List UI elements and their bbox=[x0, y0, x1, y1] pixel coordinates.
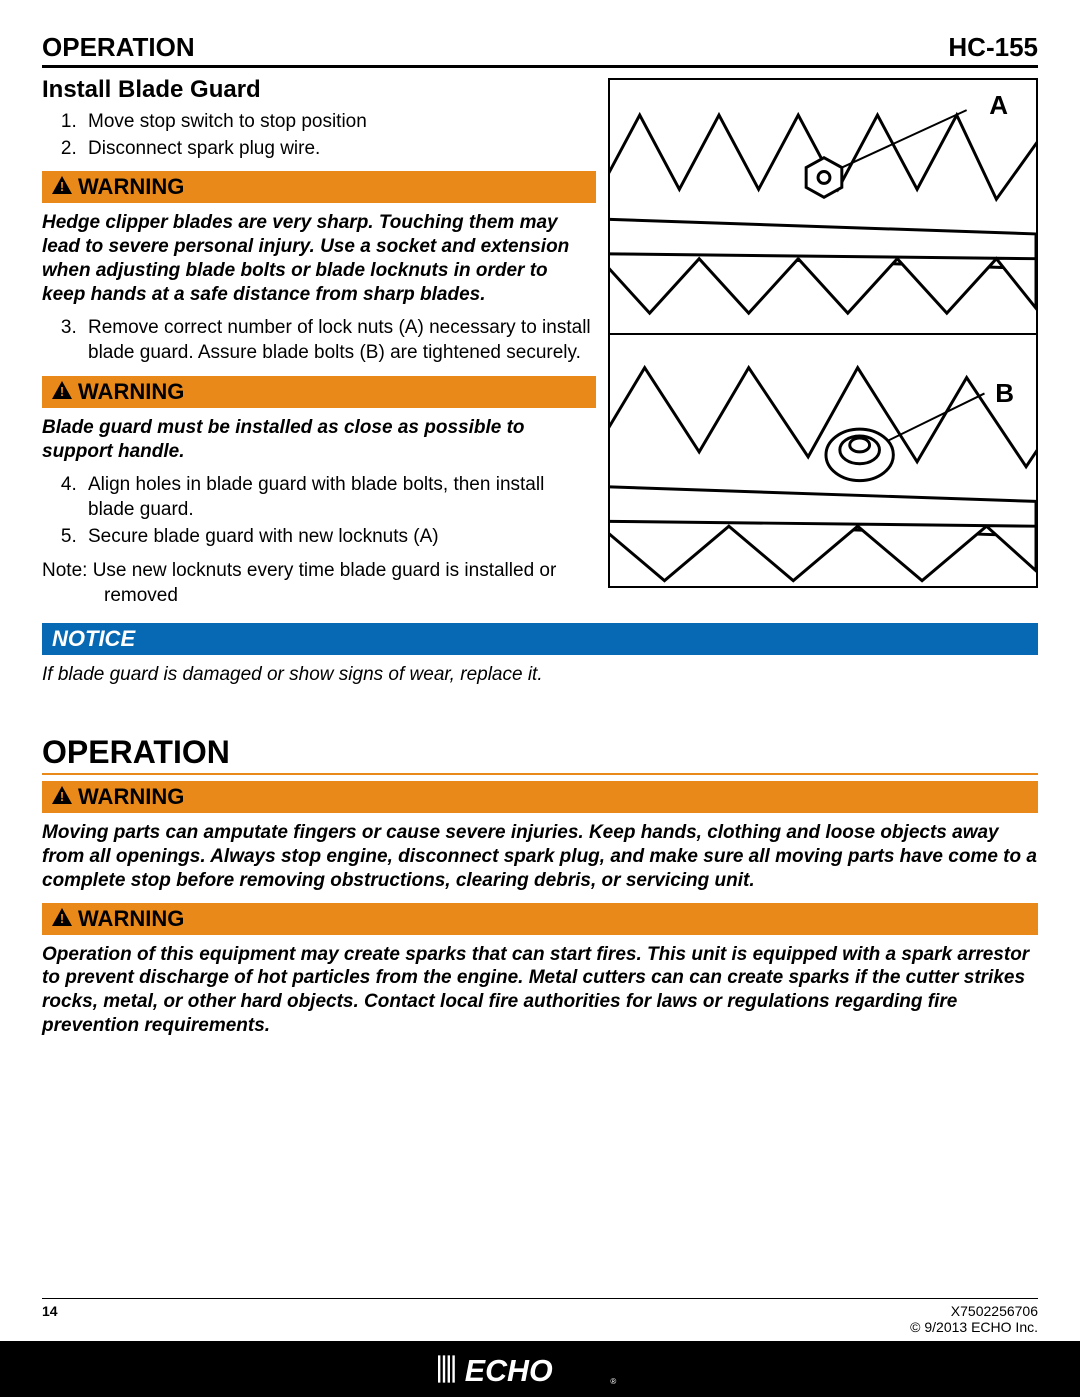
svg-text:!: ! bbox=[60, 789, 64, 804]
step-item: Move stop switch to stop position bbox=[82, 110, 596, 135]
warning-text: Moving parts can amputate fingers or cau… bbox=[42, 821, 1038, 892]
svg-text:®: ® bbox=[610, 1377, 616, 1386]
callout-a: A bbox=[989, 90, 1008, 121]
steps-list-2: Remove correct number of lock nuts (A) n… bbox=[42, 316, 596, 365]
warning-text: Operation of this equipment may create s… bbox=[42, 943, 1038, 1038]
note-line1: Note: Use new locknuts every time blade … bbox=[42, 560, 556, 581]
steps-list-1: Move stop switch to stop position Discon… bbox=[42, 110, 596, 161]
doc-number: X7502256706 bbox=[910, 1303, 1038, 1319]
svg-text:!: ! bbox=[60, 179, 64, 194]
warning-banner: ! WARNING bbox=[42, 171, 596, 203]
warning-triangle-icon: ! bbox=[52, 784, 72, 810]
warning-banner: ! WARNING bbox=[42, 903, 1038, 935]
step-item: Secure blade guard with new locknuts (A) bbox=[82, 525, 596, 550]
callout-b: B bbox=[995, 378, 1014, 409]
warning-label: WARNING bbox=[78, 174, 184, 200]
step-item: Disconnect spark plug wire. bbox=[82, 137, 596, 162]
notice-label: NOTICE bbox=[52, 626, 135, 651]
section-heading-operation: OPERATION bbox=[42, 734, 1038, 773]
warning-label: WARNING bbox=[78, 379, 184, 405]
steps-list-3: Align holes in blade guard with blade bo… bbox=[42, 473, 596, 549]
section-rule bbox=[42, 773, 1038, 775]
note-text: Note: Use new locknuts every time blade … bbox=[42, 559, 596, 608]
page-header: OPERATION HC-155 bbox=[42, 32, 1038, 68]
warning-triangle-icon: ! bbox=[52, 174, 72, 200]
page-number: 14 bbox=[42, 1303, 58, 1319]
warning-label: WARNING bbox=[78, 784, 184, 810]
page-footer: 14 X7502256706 © 9/2013 ECHO Inc. ECHO ® bbox=[0, 1298, 1080, 1397]
warning-text: Blade guard must be installed as close a… bbox=[42, 416, 596, 464]
subheading-install: Install Blade Guard bbox=[42, 76, 596, 104]
notice-text: If blade guard is damaged or show signs … bbox=[42, 663, 1038, 687]
warning-triangle-icon: ! bbox=[52, 379, 72, 405]
header-model: HC-155 bbox=[948, 32, 1038, 63]
header-section: OPERATION bbox=[42, 32, 195, 63]
warning-label: WARNING bbox=[78, 906, 184, 932]
warning-triangle-icon: ! bbox=[52, 906, 72, 932]
footer-logo-band: ECHO ® bbox=[0, 1341, 1080, 1397]
echo-logo-icon: ECHO ® bbox=[436, 1349, 644, 1389]
step-item: Align holes in blade guard with blade bo… bbox=[82, 473, 596, 522]
blade-diagram-icon bbox=[610, 80, 1036, 586]
copyright: © 9/2013 ECHO Inc. bbox=[910, 1319, 1038, 1335]
svg-text:ECHO: ECHO bbox=[465, 1354, 553, 1388]
illustration-frame: A B bbox=[608, 78, 1038, 588]
svg-text:!: ! bbox=[60, 384, 64, 399]
warning-text: Hedge clipper blades are very sharp. Tou… bbox=[42, 211, 596, 306]
notice-banner: NOTICE bbox=[42, 623, 1038, 655]
step-item: Remove correct number of lock nuts (A) n… bbox=[82, 316, 596, 365]
svg-text:!: ! bbox=[60, 911, 64, 926]
note-line2: removed bbox=[42, 584, 596, 609]
warning-banner: ! WARNING bbox=[42, 376, 596, 408]
warning-banner: ! WARNING bbox=[42, 781, 1038, 813]
